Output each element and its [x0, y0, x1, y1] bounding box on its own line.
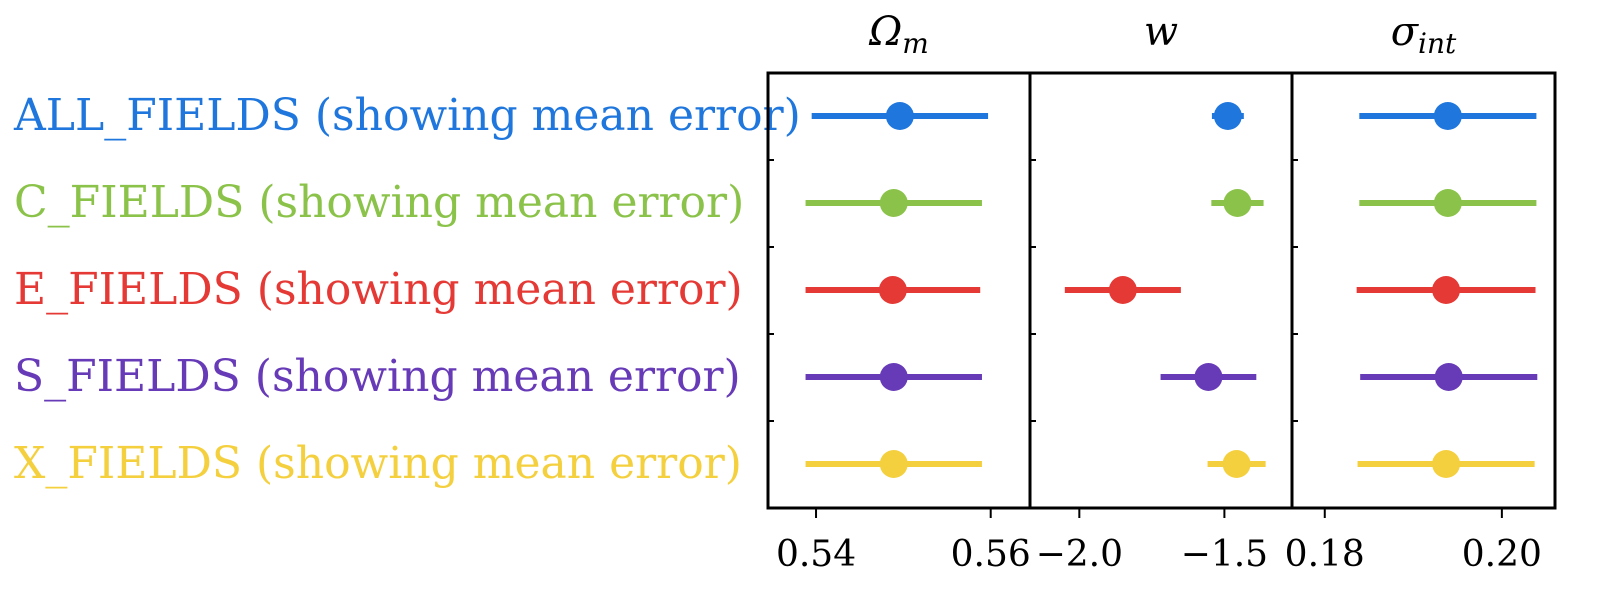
mean-point: [878, 276, 907, 304]
x-tick-label: 0.20: [1462, 534, 1542, 575]
mean-point: [1434, 363, 1463, 391]
mean-point: [1222, 450, 1251, 478]
mean-point: [885, 102, 914, 130]
panel-2: σint 0.18 0.20: [1285, 9, 1557, 575]
mean-point: [879, 363, 908, 391]
panel-1: w −2.0 −1.5: [1028, 9, 1294, 575]
row-label-all-fields: ALL_FIELDS (showing mean error): [13, 90, 801, 141]
mean-point: [1432, 450, 1461, 478]
row-labels: ALL_FIELDS (showing mean error) C_FIELDS …: [13, 90, 801, 489]
row-label-x-fields: X_FIELDS (showing mean error): [14, 438, 742, 489]
x-tick-label: 0.18: [1285, 534, 1365, 575]
mean-point: [1194, 363, 1223, 391]
row-label-c-fields: C_FIELDS (showing mean error): [14, 177, 744, 228]
mean-point: [1223, 189, 1252, 217]
panels: Ωm 0.54 0.56 w −2.0 −1.5 σint 0.18 0.20: [766, 9, 1557, 575]
mean-point: [1108, 276, 1137, 304]
panel-frame: [1290, 71, 1557, 510]
mean-point: [1433, 102, 1462, 130]
panel-title: σint: [1391, 9, 1457, 60]
x-tick-label: −1.5: [1181, 534, 1268, 575]
panel-0: Ωm 0.54 0.56: [766, 9, 1032, 575]
x-tick-label: −2.0: [1036, 534, 1123, 575]
x-tick-label: 0.56: [951, 534, 1031, 575]
mean-point: [1432, 276, 1461, 304]
x-tick-label: 0.54: [776, 534, 856, 575]
mean-point: [1213, 102, 1242, 130]
panel-title: Ωm: [868, 9, 929, 60]
row-label-s-fields: S_FIELDS (showing mean error): [14, 351, 741, 402]
mean-point: [1433, 189, 1462, 217]
mean-point: [879, 450, 908, 478]
row-label-e-fields: E_FIELDS (showing mean error): [14, 264, 743, 315]
mean-point: [879, 189, 908, 217]
panel-title: w: [1144, 9, 1178, 55]
